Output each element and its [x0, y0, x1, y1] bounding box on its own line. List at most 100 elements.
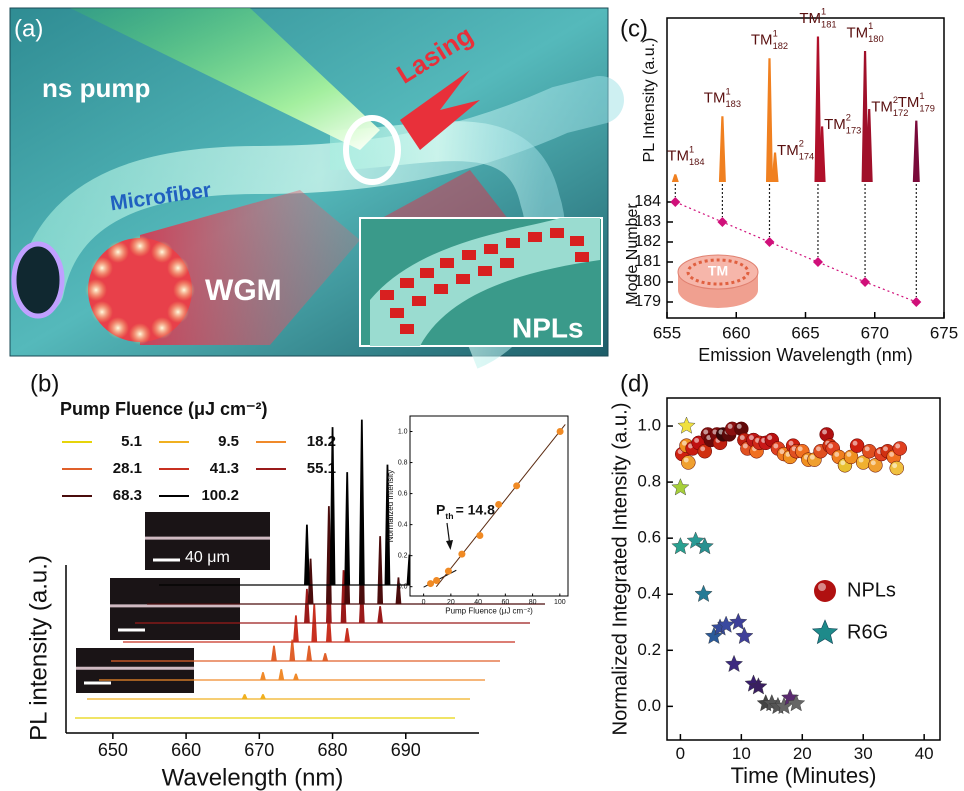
point-highlight — [853, 441, 858, 446]
mode-point — [911, 297, 921, 307]
annotation-sub: 179 — [919, 104, 935, 114]
mode-point — [764, 237, 774, 247]
x-tick-label: 0 — [422, 599, 426, 606]
peak-label: TM1 179 — [898, 91, 935, 114]
x-tick-label: 650 — [98, 740, 128, 760]
point — [513, 482, 520, 489]
y-axis-label: Mode Number — [624, 203, 641, 305]
spectrum-peak — [378, 537, 383, 605]
annotation-text: TM — [704, 90, 726, 107]
x-axis-label: Time (Minutes) — [731, 763, 877, 788]
legend-label: NPLs — [847, 579, 896, 601]
point — [476, 532, 483, 539]
x-tick-label: 670 — [244, 740, 274, 760]
annotation-text: TM — [871, 98, 893, 115]
legend-label: 5.1 — [121, 433, 142, 450]
point — [893, 441, 907, 455]
legend-marker — [814, 580, 836, 602]
point-highlight — [749, 435, 754, 440]
point-highlight — [865, 446, 870, 451]
point-highlight — [728, 424, 733, 429]
panel-label: (a) — [14, 15, 43, 42]
x-tick-label: 80 — [529, 599, 537, 606]
annotation-sub: th — [445, 511, 453, 521]
spectrum-peak — [719, 117, 725, 182]
annotation-text: TM — [824, 116, 846, 133]
y-tick-label: 0.4 — [398, 521, 408, 528]
point — [458, 551, 465, 558]
y-tick-label: 0.6 — [398, 490, 408, 497]
annotation-sub: 173 — [846, 125, 862, 135]
legend-highlight — [818, 583, 826, 591]
spectrum-peak — [307, 646, 312, 661]
x-tick-label: 20 — [793, 744, 812, 763]
legend-label: 100.2 — [201, 487, 239, 504]
point-highlight — [828, 444, 833, 449]
annotation-text: TM — [898, 94, 920, 111]
point-highlight — [798, 446, 803, 451]
mode-point — [717, 217, 727, 227]
annotation-sub: 181 — [821, 19, 837, 29]
point — [427, 580, 434, 587]
annotation-sub: 174 — [799, 151, 815, 161]
point-highlight — [883, 446, 888, 451]
peak-label: TM2174 — [777, 139, 814, 162]
point-highlight — [846, 452, 851, 457]
spectrum-peak — [913, 121, 919, 182]
spectrum-peak — [345, 473, 350, 586]
point — [862, 444, 876, 458]
spectrum-peak — [323, 654, 328, 662]
x-tick-label: 40 — [915, 744, 934, 763]
point — [890, 461, 904, 475]
y-tick-label: 0.0 — [398, 584, 408, 591]
point-highlight — [822, 430, 827, 435]
y-tick-label: 0.0 — [637, 696, 661, 715]
y-axis-label: Normalized Integrated Intensity (a.u.) — [609, 403, 631, 736]
point-highlight — [737, 424, 742, 429]
point-highlight — [682, 441, 687, 446]
annotation-text: TM — [846, 24, 868, 41]
annotation-text: P — [436, 502, 445, 518]
spectrum-peak — [672, 175, 678, 182]
x-axis-label: Wavelength (nm) — [162, 764, 344, 791]
x-tick-label: 660 — [722, 323, 750, 342]
x-tick-label: 655 — [653, 323, 681, 342]
panel-label: (c) — [620, 15, 648, 42]
point — [850, 439, 864, 453]
annotation-rest: = 14.8 — [456, 502, 496, 518]
annotation-sub: 183 — [725, 99, 741, 109]
point-highlight — [684, 458, 689, 463]
point — [495, 501, 502, 508]
annotation-sup: 1 — [821, 7, 826, 17]
point-highlight — [834, 452, 839, 457]
y-tick-label: 1.0 — [398, 428, 408, 435]
x-tick-label: 60 — [501, 599, 509, 606]
annotation-text: TM — [799, 10, 821, 27]
spectrum-peak — [271, 646, 276, 661]
spectrum-peak — [279, 670, 284, 681]
x-axis-label: Emission Wavelength (nm) — [698, 345, 912, 365]
pump-label: ns pump — [42, 73, 150, 103]
y-axis-label: PL intensity (a.u.) — [25, 555, 52, 741]
spectrum-peak — [304, 525, 309, 585]
point-highlight — [700, 446, 705, 451]
y-tick-label: 0.8 — [637, 472, 661, 491]
x-tick-label: 100 — [554, 599, 566, 606]
annotation-sup: 1 — [689, 144, 694, 154]
point-highlight — [773, 444, 778, 449]
annotation-text: TM — [667, 148, 689, 165]
y-tick-label: 0.4 — [637, 584, 661, 603]
annotation-sup: 1 — [919, 91, 924, 101]
spectrum-peak — [242, 695, 247, 700]
annotation-sub: 184 — [689, 157, 705, 167]
peak-label: TM1180 — [846, 21, 883, 44]
x-tick-label: 20 — [447, 599, 455, 606]
y-tick-label: 0.6 — [637, 528, 661, 547]
spectrum-peak — [293, 616, 298, 642]
spectrum-peak — [260, 673, 265, 681]
legend-label: 68.3 — [113, 487, 142, 504]
annotation-sup: 1 — [868, 21, 873, 31]
x-tick-label: 690 — [391, 740, 421, 760]
point-highlight — [816, 446, 821, 451]
